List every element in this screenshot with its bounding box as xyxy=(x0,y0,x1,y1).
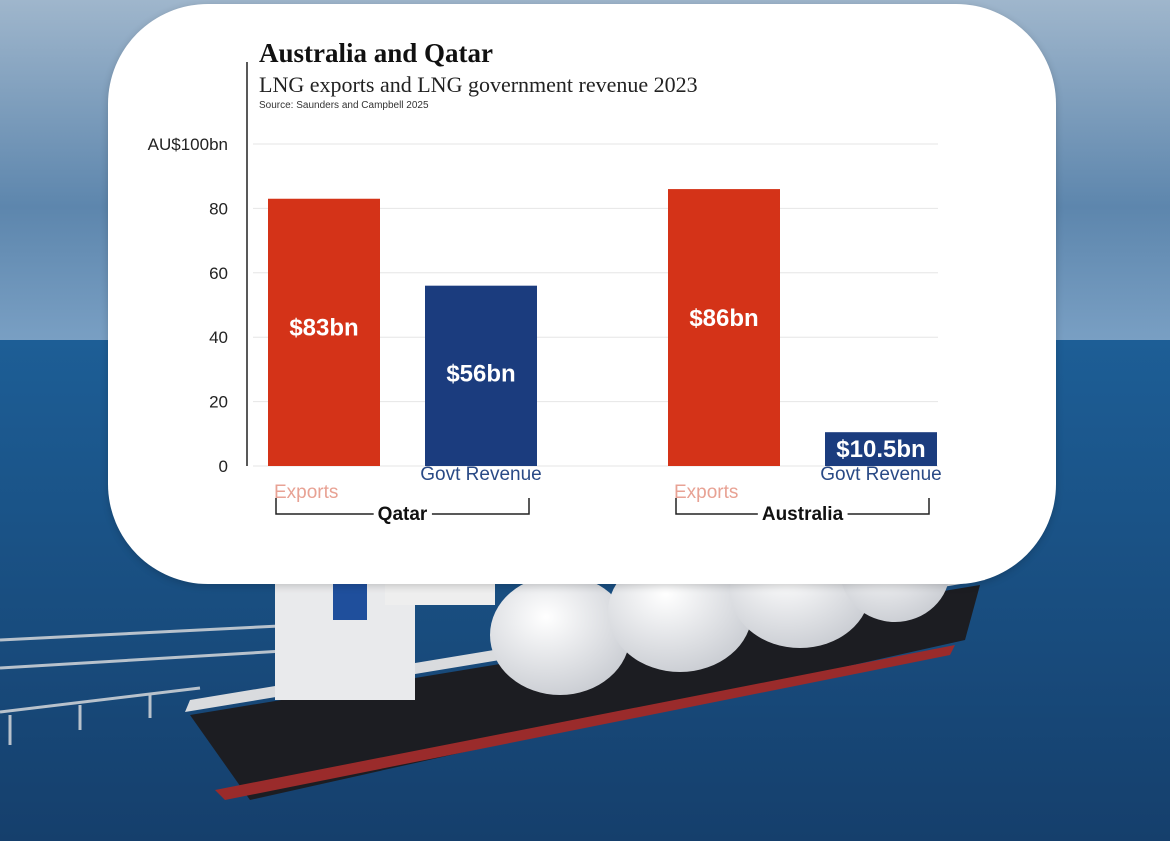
category-label-australia-revenue: Govt Revenue xyxy=(820,464,941,485)
bar-qatar-revenue xyxy=(425,285,537,466)
y-tick-label: 0 xyxy=(219,457,228,476)
category-label-qatar-revenue: Govt Revenue xyxy=(420,464,541,485)
chart-title: Australia and Qatar xyxy=(259,38,493,68)
lng-tanker xyxy=(185,518,985,800)
bar-australia-revenue xyxy=(825,432,937,466)
value-label-australia-exports: $86bn xyxy=(689,305,758,332)
y-tick-label: 20 xyxy=(209,393,228,412)
category-labels: Exports Govt Revenue Exports Govt Revenue xyxy=(274,464,942,503)
y-tick-label: 40 xyxy=(209,328,228,347)
value-label-australia-revenue: $10.5bn xyxy=(836,436,925,463)
y-tick-label: 60 xyxy=(209,264,228,283)
group-label-background xyxy=(373,504,432,525)
chart-subtitle: LNG exports and LNG government revenue 2… xyxy=(259,72,698,97)
group-label-background xyxy=(757,504,848,525)
chart-card: Australia and Qatar LNG exports and LNG … xyxy=(108,4,1056,584)
group-labels: Qatar Australia xyxy=(275,498,930,525)
group-label-australia: Australia xyxy=(762,504,844,525)
chart-source: Source: Saunders and Campbell 2025 xyxy=(259,100,429,111)
group-label-qatar: Qatar xyxy=(378,504,428,525)
bar-value-labels: $83bn $56bn $86bn $10.5bn xyxy=(289,305,925,463)
jetty xyxy=(0,623,301,745)
y-tick-label: 80 xyxy=(209,199,228,218)
bars xyxy=(268,189,937,467)
bar-qatar-exports xyxy=(268,198,380,467)
value-label-qatar-revenue: $56bn xyxy=(446,361,515,388)
y-axis-ticks: 0 20 40 60 80 xyxy=(209,199,228,476)
lng-bar-chart: Australia and Qatar LNG exports and LNG … xyxy=(148,38,942,525)
ship-waterline xyxy=(215,645,955,800)
category-label-qatar-exports: Exports xyxy=(274,482,338,503)
bar-australia-exports xyxy=(668,189,780,466)
category-label-australia-exports: Exports xyxy=(674,482,738,503)
value-label-qatar-exports: $83bn xyxy=(289,315,358,342)
y-axis-top-label: AU$100bn xyxy=(148,135,228,154)
lng-dome-1 xyxy=(490,575,630,695)
